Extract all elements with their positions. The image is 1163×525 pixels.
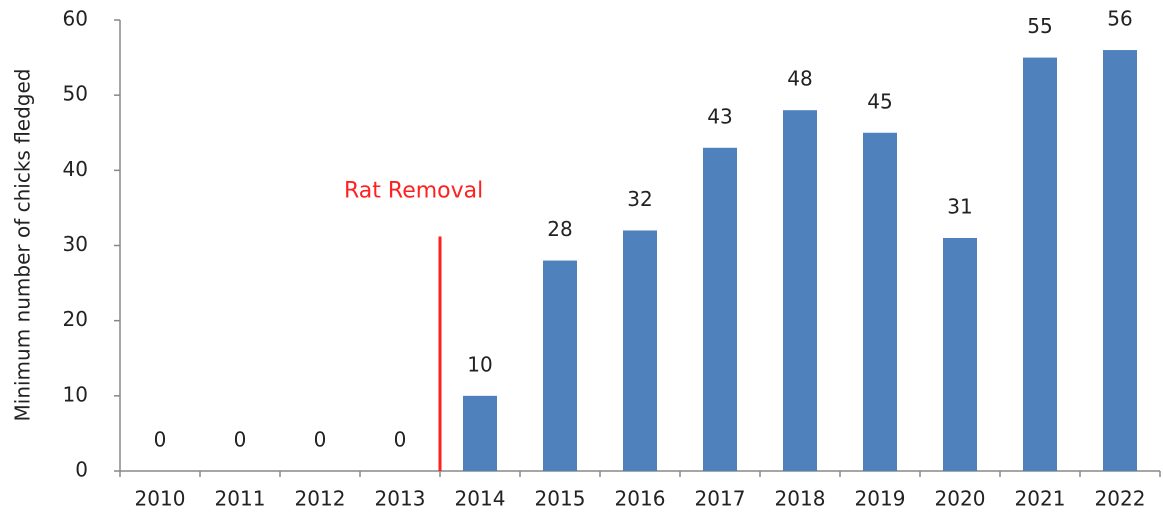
x-tick-label: 2016 [615,487,666,511]
bar [1103,50,1137,472]
data-label: 56 [1107,7,1132,31]
bar [943,237,977,471]
bar [783,110,817,471]
data-label: 0 [314,428,327,452]
x-tick-label: 2013 [375,487,426,511]
y-tick-label: 30 [63,232,88,256]
x-tick-label: 2018 [775,487,826,511]
y-tick-label: 10 [63,382,88,406]
data-label: 43 [707,104,732,128]
x-tick-label: 2014 [455,487,506,511]
data-label: 28 [547,217,572,241]
bar [1023,57,1057,471]
x-tick-label: 2019 [855,487,906,511]
x-tick-label: 2010 [135,487,186,511]
x-tick-label: 2015 [535,487,586,511]
x-tick-label: 2022 [1095,487,1146,511]
data-label: 31 [947,194,972,218]
data-label: 48 [787,67,812,91]
y-tick-label: 0 [75,458,88,482]
data-label: 55 [1027,14,1052,38]
bar [463,395,497,471]
y-axis-label: Minimum number of chicks fledged [11,69,35,422]
data-label: 45 [867,89,892,113]
data-label: 10 [467,352,492,376]
data-label: 32 [627,187,652,211]
bar [703,147,737,472]
x-tick-label: 2021 [1015,487,1066,511]
y-tick-label: 20 [63,307,88,331]
bar [543,260,577,471]
y-tick-label: 40 [63,157,88,181]
y-tick-label: 50 [63,82,88,106]
bar [623,230,657,471]
x-tick-label: 2020 [935,487,986,511]
x-tick-label: 2017 [695,487,746,511]
y-tick-label: 60 [63,7,88,31]
x-tick-label: 2011 [215,487,266,511]
data-label: 0 [234,428,247,452]
x-tick-label: 2012 [295,487,346,511]
data-label: 0 [154,428,167,452]
annotation-text: Rat Removal [344,178,483,203]
data-label: 0 [394,428,407,452]
bar [863,132,897,471]
